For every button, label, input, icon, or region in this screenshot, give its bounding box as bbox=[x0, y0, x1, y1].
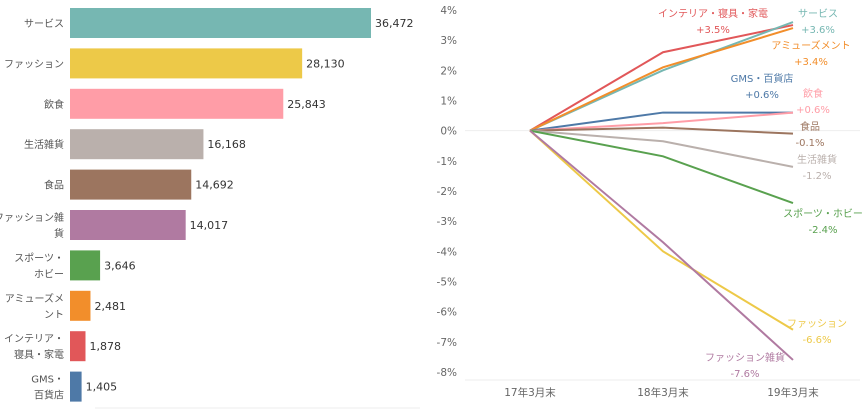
category-label: 百貨店 bbox=[34, 389, 64, 402]
bar bbox=[70, 250, 101, 281]
bar-value-label: 14,017 bbox=[190, 219, 229, 232]
category-label: インテリア・ bbox=[4, 334, 64, 345]
series-name-label: スポーツ・ホビー bbox=[783, 208, 863, 220]
series-name-label: ファッション bbox=[787, 319, 847, 330]
bar bbox=[70, 210, 186, 240]
bar bbox=[70, 371, 82, 402]
bar-value-label: 3,646 bbox=[104, 259, 135, 272]
bar bbox=[70, 88, 284, 119]
series-end-value-label: -0.1% bbox=[795, 138, 824, 149]
bar-value-label: 2,481 bbox=[94, 300, 126, 313]
series-end-value-label: +0.6% bbox=[745, 90, 779, 101]
category-label: 食品 bbox=[44, 179, 64, 192]
category-label: 生活雑貨 bbox=[24, 138, 64, 151]
series-end-value-label: +3.5% bbox=[696, 25, 730, 36]
category-label: 飲食 bbox=[44, 98, 64, 111]
series-line bbox=[529, 111, 794, 132]
series-line bbox=[529, 24, 794, 132]
series-name-label: GMS・百貨店 bbox=[731, 72, 794, 85]
category-label: アミューズメ bbox=[5, 292, 64, 305]
bar-value-label: 1,405 bbox=[86, 381, 118, 394]
bar bbox=[70, 331, 86, 362]
category-label: ファッション bbox=[4, 59, 64, 70]
series-end-value-label: -6.6% bbox=[802, 335, 831, 346]
y-tick-label: 3% bbox=[440, 35, 457, 47]
y-tick-label: 2% bbox=[440, 65, 457, 77]
series-line bbox=[529, 129, 794, 205]
x-tick-label: 19年3月末 bbox=[767, 386, 819, 399]
series-end-value-label: -7.6% bbox=[730, 369, 759, 380]
bar-value-label: 28,130 bbox=[306, 57, 345, 70]
series-line bbox=[529, 111, 793, 132]
series-end-value-label: -2.4% bbox=[808, 225, 837, 236]
series-end-value-label: +3.6% bbox=[801, 25, 835, 36]
y-tick-label: 0% bbox=[440, 126, 457, 138]
y-tick-label: -6% bbox=[437, 307, 457, 319]
y-tick-label: 1% bbox=[440, 96, 457, 108]
bar-value-label: 36,472 bbox=[375, 17, 414, 30]
series-name-label: ファッション雑貨 bbox=[705, 351, 785, 364]
series-end-value-label: +3.4% bbox=[794, 57, 828, 68]
y-tick-label: -8% bbox=[437, 367, 457, 379]
series-line bbox=[529, 126, 794, 135]
x-tick-label: 18年3月末 bbox=[637, 386, 689, 399]
series-name-label: 食品 bbox=[800, 120, 820, 133]
series-line bbox=[529, 129, 794, 168]
series-end-value-label: +0.6% bbox=[796, 105, 830, 116]
category-label: 寝具・家電 bbox=[14, 348, 64, 361]
bar bbox=[70, 129, 204, 160]
category-label: サービス bbox=[24, 18, 64, 30]
bar-chart: 36,472 サービス 28,130 ファッション 25,843 飲食 16,168 生活雑貨… bbox=[0, 8, 420, 409]
category-label: 貨 bbox=[54, 227, 64, 240]
category-label: スポーツ・ bbox=[14, 252, 64, 264]
y-tick-label: -3% bbox=[437, 216, 457, 228]
category-label: GMS・ bbox=[31, 375, 64, 386]
series-end-value-label: -1.2% bbox=[802, 171, 831, 182]
series-line bbox=[529, 129, 794, 361]
series-line bbox=[529, 27, 794, 132]
bar-value-label: 25,843 bbox=[287, 98, 326, 111]
series-name-label: 生活雑貨 bbox=[797, 153, 837, 166]
y-tick-label: -2% bbox=[437, 186, 457, 198]
category-label: ント bbox=[44, 310, 64, 321]
bar-value-label: 14,692 bbox=[195, 179, 234, 192]
bar bbox=[70, 169, 192, 200]
y-tick-label: 4% bbox=[440, 5, 457, 17]
bar-value-label: 16,168 bbox=[207, 138, 246, 151]
category-label: ホビー bbox=[34, 268, 64, 280]
series-name-label: 飲食 bbox=[803, 87, 823, 100]
bar bbox=[70, 290, 91, 321]
series-line bbox=[529, 129, 794, 331]
bar bbox=[70, 8, 371, 38]
y-tick-label: -1% bbox=[437, 156, 457, 168]
series-name-label: サービス bbox=[798, 8, 838, 20]
category-label: ファッション雑 bbox=[0, 211, 64, 224]
series-name-label: インテリア・寝具・家電 bbox=[658, 7, 768, 20]
line-chart: 4% 3% 2% 1% 0% -1% -2% -3% -4% -5% -6% -7% -8% 17年3月末… bbox=[437, 5, 863, 399]
series-name-label: アミューズメント bbox=[771, 39, 850, 52]
y-tick-label: -4% bbox=[437, 246, 457, 258]
x-tick-label: 17年3月末 bbox=[504, 386, 556, 399]
bar bbox=[70, 48, 303, 79]
y-tick-label: -7% bbox=[437, 337, 457, 349]
y-tick-label: -5% bbox=[437, 277, 457, 289]
bar-value-label: 1,878 bbox=[89, 340, 121, 353]
